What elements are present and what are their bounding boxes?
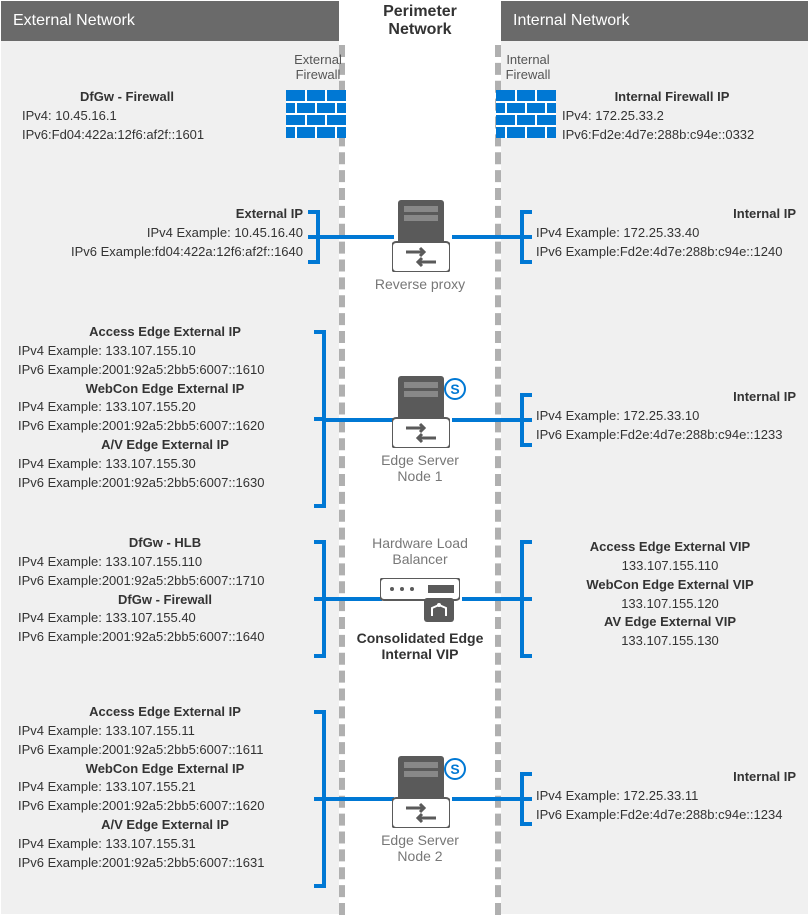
hlb-left-info: DfGw - HLB IPv4 Example: 133.107.155.110…	[18, 534, 312, 647]
hlb-caption-bottom: Consolidated Edge Internal VIP	[350, 630, 490, 662]
edge1-external-ips: Access Edge External IP IPv4 Example: 13…	[18, 323, 312, 493]
load-balancer-icon	[380, 578, 460, 625]
server-icon	[392, 376, 450, 451]
edge1-internal-ip: Internal IP IPv4 Example: 172.25.33.10 I…	[536, 388, 796, 445]
bracket-icon	[518, 540, 532, 658]
dashed-boundary-left	[339, 45, 345, 915]
connector-line	[452, 797, 520, 801]
firewall-icon	[496, 90, 556, 141]
dfgw-firewall-info: DfGw - Firewall IPv4: 10.45.16.1 IPv6:Fd…	[22, 88, 232, 145]
svg-text:S: S	[450, 761, 459, 777]
bracket-icon	[518, 393, 532, 447]
dashed-boundary-right	[495, 45, 501, 915]
internal-firewall-info: Internal Firewall IP IPv4: 172.25.33.2 I…	[562, 88, 782, 145]
connector-line	[452, 418, 520, 422]
rp-external-ip: External IP IPv4 Example: 10.45.16.40 IP…	[71, 205, 303, 262]
connector-line	[324, 418, 394, 422]
header-external: External Network	[1, 1, 339, 41]
bracket-icon	[308, 210, 322, 264]
rp-internal-ip: Internal IP IPv4 Example: 172.25.33.40 I…	[536, 205, 796, 262]
firewall-icon	[286, 90, 346, 141]
reverse-proxy-caption: Reverse proxy	[350, 276, 490, 292]
edge1-caption: Edge Server Node 1	[350, 452, 490, 484]
edge2-internal-ip: Internal IP IPv4 Example: 172.25.33.11 I…	[536, 768, 796, 825]
header-perimeter: Perimeter Network	[339, 1, 501, 41]
server-icon	[392, 200, 450, 275]
edge2-external-ips: Access Edge External IP IPv4 Example: 13…	[18, 703, 312, 873]
svg-text:S: S	[450, 381, 459, 397]
server-icon	[392, 756, 450, 831]
bracket-icon	[314, 330, 328, 508]
bracket-icon	[314, 710, 328, 888]
ext-firewall-label: External Firewall	[288, 52, 348, 82]
hlb-caption-top: Hardware Load Balancer	[350, 535, 490, 567]
skype-icon: S	[444, 378, 466, 400]
connector-line	[462, 597, 520, 601]
bracket-icon	[518, 210, 532, 264]
skype-icon: S	[444, 758, 466, 780]
edge2-caption: Edge Server Node 2	[350, 832, 490, 864]
connector-line	[324, 597, 382, 601]
connector-line	[452, 235, 520, 239]
connector-line	[324, 797, 394, 801]
header-internal: Internal Network	[501, 1, 808, 41]
bracket-icon	[518, 772, 532, 826]
network-diagram: External Network Perimeter Network Inter…	[0, 0, 809, 915]
int-firewall-label: Internal Firewall	[498, 52, 558, 82]
bracket-icon	[314, 540, 328, 658]
connector-line	[318, 235, 394, 239]
hlb-right-vips: Access Edge External VIP133.107.155.110 …	[540, 538, 800, 651]
